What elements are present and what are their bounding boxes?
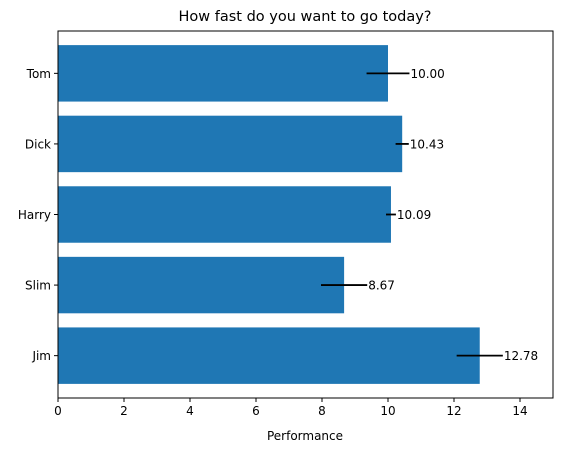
bar-harry — [58, 186, 391, 243]
x-tick-label: 10 — [380, 404, 395, 418]
bar-slim — [58, 256, 345, 314]
x-tick-label: 0 — [54, 404, 62, 418]
x-tick-label: 6 — [252, 404, 260, 418]
y-tick-label-harry: Harry — [18, 208, 51, 222]
x-tick-label: 12 — [446, 404, 461, 418]
x-tick-label: 4 — [186, 404, 194, 418]
x-axis-label: Performance — [267, 429, 343, 443]
bar-dick — [58, 115, 403, 173]
y-tick-label-dick: Dick — [25, 137, 51, 151]
y-tick-label-jim: Jim — [31, 349, 51, 363]
data-label-tom: 10.00 — [410, 67, 444, 81]
data-label-harry: 10.09 — [397, 208, 431, 222]
plot-area: 12.78 Jim 8.67 Slim 10.09 Harry 10.43 Dick 10.00… — [18, 30, 554, 418]
x-tick-label: 8 — [318, 404, 326, 418]
data-label-slim: 8.67 — [368, 279, 395, 293]
y-tick-label-tom: Tom — [26, 67, 51, 81]
chart-title: How fast do you want to go today? — [178, 9, 431, 25]
data-label-jim: 12.78 — [504, 349, 538, 363]
bar-jim — [58, 327, 480, 384]
x-tick-label: 14 — [512, 404, 527, 418]
x-tick-label: 2 — [120, 404, 128, 418]
axes-frame — [57, 30, 554, 399]
y-tick-label-slim: Slim — [25, 279, 51, 293]
bar-tom — [58, 45, 388, 102]
data-label-dick: 10.43 — [410, 137, 444, 151]
